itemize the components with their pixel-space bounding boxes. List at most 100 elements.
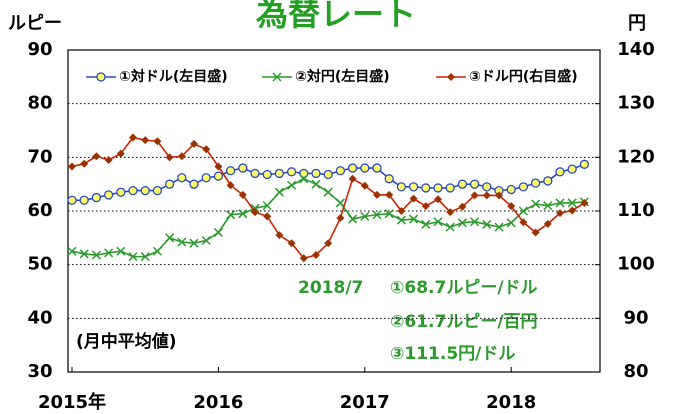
marker xyxy=(470,191,479,200)
annotation: ③111.5円/ドル xyxy=(390,344,515,364)
marker xyxy=(312,251,320,260)
marker xyxy=(311,179,321,189)
marker xyxy=(385,190,394,199)
marker xyxy=(250,168,260,179)
marker xyxy=(518,206,528,216)
marker xyxy=(323,169,333,180)
y-tick-label: 60 xyxy=(27,200,52,221)
legend-label: ①対ドル(左目盛) xyxy=(119,68,228,85)
x-tick-label: 2016 xyxy=(193,392,243,413)
marker xyxy=(433,183,443,193)
annotation: 2018/7 xyxy=(298,278,363,298)
marker xyxy=(128,185,138,196)
legend-label: ②対円(左目盛) xyxy=(295,68,390,85)
marker xyxy=(96,72,106,82)
x-tick-label: 2018 xyxy=(486,392,536,413)
annotation: ①68.7ルピー/ドル xyxy=(390,278,538,298)
marker xyxy=(409,194,418,203)
marker xyxy=(287,239,296,248)
annotation: (月中平均値) xyxy=(76,331,177,352)
marker xyxy=(299,174,309,184)
marker xyxy=(336,213,345,222)
marker xyxy=(226,181,235,190)
marker xyxy=(262,169,272,180)
marker xyxy=(482,191,491,200)
marker xyxy=(434,195,442,204)
marker xyxy=(482,219,492,229)
marker xyxy=(324,239,333,248)
marker xyxy=(91,250,101,260)
annotation: ②61.7ルピー/百円 xyxy=(390,312,538,332)
marker xyxy=(506,218,516,228)
marker xyxy=(421,219,431,229)
marker xyxy=(238,163,248,173)
series-line xyxy=(72,163,585,202)
marker xyxy=(530,178,541,188)
marker xyxy=(433,217,443,227)
marker xyxy=(543,201,553,211)
marker xyxy=(262,201,272,211)
marker xyxy=(274,187,284,197)
marker xyxy=(190,139,198,148)
marker xyxy=(213,171,224,181)
marker xyxy=(555,167,565,177)
marker xyxy=(531,228,540,237)
y2-axis-label: 円 xyxy=(628,13,646,34)
marker xyxy=(79,249,89,259)
marker xyxy=(519,218,528,227)
marker xyxy=(129,133,137,142)
y2-tick-label: 140 xyxy=(617,39,655,60)
marker xyxy=(201,235,211,246)
marker xyxy=(409,214,419,224)
marker xyxy=(263,212,272,221)
marker xyxy=(396,215,406,225)
marker xyxy=(518,182,529,192)
y-tick-label: 90 xyxy=(27,39,52,60)
marker xyxy=(152,185,163,196)
marker xyxy=(141,136,150,145)
marker xyxy=(275,231,284,240)
y2-tick-label: 120 xyxy=(617,146,655,167)
y2-tick-label: 90 xyxy=(623,307,648,328)
marker xyxy=(360,181,369,190)
marker xyxy=(299,168,309,179)
marker xyxy=(323,187,333,197)
marker xyxy=(80,159,89,168)
marker xyxy=(568,206,577,215)
marker xyxy=(372,163,382,173)
marker xyxy=(335,166,346,176)
marker xyxy=(103,190,114,200)
y2-tick-label: 100 xyxy=(617,254,655,275)
marker xyxy=(446,208,455,217)
marker xyxy=(421,183,431,193)
x-tick-label: 2017 xyxy=(340,392,390,413)
marker xyxy=(507,202,516,211)
marker xyxy=(457,179,468,189)
marker xyxy=(225,166,236,176)
marker xyxy=(347,163,358,173)
marker xyxy=(272,72,282,82)
marker xyxy=(92,152,101,161)
chart-title: 為替レート xyxy=(256,0,416,33)
marker xyxy=(579,159,590,169)
marker xyxy=(140,185,150,196)
marker xyxy=(445,183,455,193)
marker xyxy=(494,222,504,232)
marker xyxy=(408,182,419,192)
marker xyxy=(153,137,162,146)
marker xyxy=(311,168,321,179)
marker xyxy=(384,174,394,184)
marker xyxy=(299,254,308,263)
marker xyxy=(104,156,113,165)
marker xyxy=(567,198,577,208)
marker xyxy=(165,233,175,243)
marker xyxy=(177,237,187,247)
marker xyxy=(286,167,297,177)
y2-tick-label: 110 xyxy=(617,200,655,221)
marker xyxy=(567,164,577,174)
y2-tick-label: 80 xyxy=(623,361,648,382)
marker xyxy=(543,176,553,186)
marker xyxy=(470,217,480,227)
marker xyxy=(384,209,394,219)
